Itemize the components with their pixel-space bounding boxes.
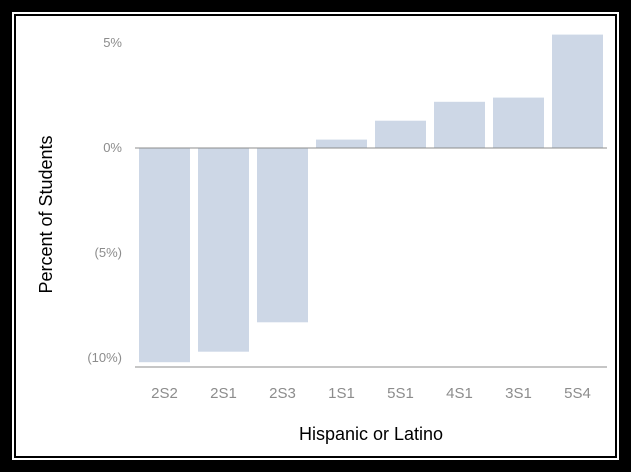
bar-2S3 bbox=[257, 148, 308, 323]
bar-5S1 bbox=[375, 120, 426, 148]
bar-4S1 bbox=[434, 101, 485, 148]
bar-3S1 bbox=[493, 97, 544, 148]
bar-2S2 bbox=[139, 148, 190, 363]
bar-1S1 bbox=[316, 139, 367, 148]
y-tick-label: (10%) bbox=[87, 350, 122, 365]
x-axis-title: Hispanic or Latino bbox=[299, 424, 443, 444]
bar-2S1 bbox=[198, 148, 249, 352]
x-tick-labels: 2S2 2S1 2S3 1S1 5S1 4S1 3S1 5S4 bbox=[151, 385, 591, 402]
bar-chart: 5% 0% (5%) (10%) 2S2 2S1 2S3 1S1 5S1 4S1 3S1 5S4 H… bbox=[36, 34, 607, 444]
x-tick-label: 5S1 bbox=[387, 385, 414, 402]
y-tick-label: (5%) bbox=[95, 245, 122, 260]
chart-inner-border: 5% 0% (5%) (10%) 2S2 2S1 2S3 1S1 5S1 4S1 3S1 5S4 H… bbox=[12, 12, 619, 460]
x-tick-label: 1S1 bbox=[328, 385, 355, 402]
chart-panel: 5% 0% (5%) (10%) 2S2 2S1 2S3 1S1 5S1 4S1 3S1 5S4 H… bbox=[16, 16, 615, 456]
x-tick-label: 3S1 bbox=[505, 385, 532, 402]
y-tick-label: 0% bbox=[103, 140, 122, 155]
y-axis-title: Percent of Students bbox=[36, 135, 56, 293]
x-tick-label: 2S2 bbox=[151, 385, 178, 402]
x-tick-label: 2S3 bbox=[269, 385, 296, 402]
bars-group bbox=[139, 34, 603, 363]
bar-5S4 bbox=[552, 34, 603, 148]
y-tick-label: 5% bbox=[103, 35, 122, 50]
y-tick-labels: 5% 0% (5%) (10%) bbox=[87, 35, 122, 365]
x-tick-label: 4S1 bbox=[446, 385, 473, 402]
x-tick-label: 2S1 bbox=[210, 385, 237, 402]
x-tick-label: 5S4 bbox=[564, 385, 591, 402]
